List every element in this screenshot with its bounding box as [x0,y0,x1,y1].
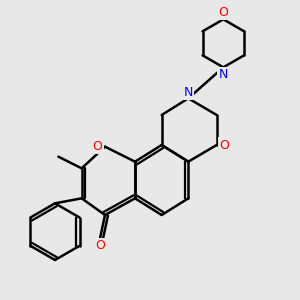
Text: O: O [95,239,105,252]
Text: N: N [219,68,228,81]
Text: N: N [184,86,193,99]
Text: O: O [219,139,229,152]
Text: O: O [93,140,103,153]
Text: O: O [218,5,228,19]
